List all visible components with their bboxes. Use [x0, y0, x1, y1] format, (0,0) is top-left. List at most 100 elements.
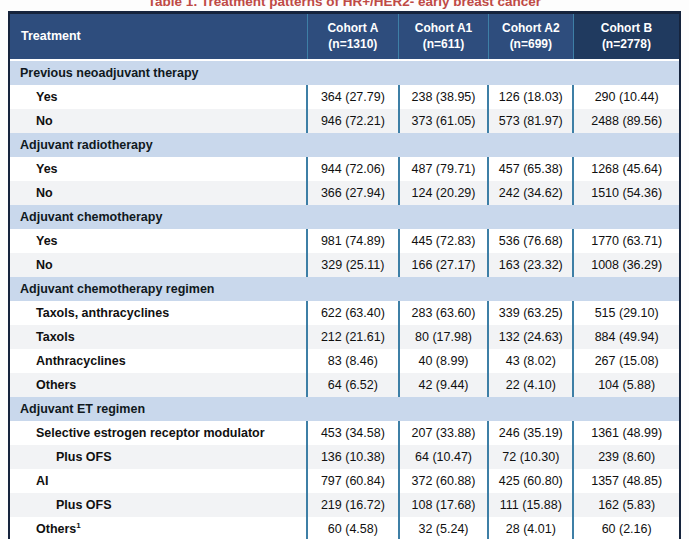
value-cell: 329 (25.11): [307, 253, 399, 277]
treatment-table: Treatment Cohort A (n=1310) Cohort A1 (n…: [8, 11, 681, 539]
value-cell: 1361 (48.99): [573, 421, 679, 445]
table-title-clip: Table 1. Treatment patterns of HR+/HER2-…: [8, 0, 681, 11]
value-cell: 283 (63.60): [399, 301, 489, 325]
value-cell: 1008 (36.29): [573, 253, 679, 277]
row-label-text: Selective estrogen receptor modulator: [36, 426, 265, 440]
row-label: Plus OFS: [10, 493, 307, 517]
row-label: Selective estrogen receptor modulator: [10, 421, 307, 445]
value-cell: 573 (81.97): [488, 109, 573, 133]
section-row: Adjuvant radiotherapy: [10, 133, 679, 157]
table-row: Yes944 (72.06)487 (79.71)457 (65.38)1268…: [10, 157, 679, 181]
row-label-text: Taxols, anthracyclines: [36, 306, 169, 320]
value-cell: 246 (35.19): [488, 421, 573, 445]
table-row: AI 797 (60.84)372 (60.88)425 (60.80)1357 …: [10, 469, 679, 493]
table-title: Table 1. Treatment patterns of HR+/HER2-…: [8, 0, 681, 9]
cohort-name: Cohort A: [308, 21, 399, 37]
row-label-text: Yes: [36, 90, 58, 104]
row-label-text: Plus OFS: [56, 498, 112, 512]
section-label: Adjuvant chemotherapy regimen: [10, 277, 679, 301]
value-cell: 366 (27.94): [307, 181, 399, 205]
value-cell: 445 (72.83): [399, 229, 489, 253]
cohort-name: Cohort A1: [399, 21, 488, 37]
row-label: Yes: [10, 157, 307, 181]
row-label-superscript: 1: [76, 521, 80, 530]
row-label: No: [10, 109, 307, 133]
value-cell: 515 (29.10): [573, 301, 679, 325]
cohort-n: (n=699): [489, 37, 573, 53]
value-cell: 163 (23.32): [488, 253, 573, 277]
row-label: Taxols, anthracyclines: [10, 301, 307, 325]
value-cell: 40 (8.99): [399, 349, 489, 373]
value-cell: 453 (34.58): [307, 421, 399, 445]
page: Table 1. Treatment patterns of HR+/HER2-…: [0, 0, 689, 539]
row-label-text: Anthracyclines: [36, 354, 126, 368]
row-label-text: Taxols: [36, 330, 75, 344]
value-cell: 487 (79.71): [399, 157, 489, 181]
column-header-cohort-b: Cohort B (n=2778): [573, 14, 679, 60]
value-cell: 28 (4.01): [488, 517, 573, 539]
table-row: Others160 (4.58)32 (5.24)28 (4.01)60 (2.…: [10, 517, 679, 539]
row-label: No: [10, 181, 307, 205]
row-label-text: Plus OFS: [56, 450, 112, 464]
section-label: Previous neoadjuvant therapy: [10, 60, 679, 85]
table-row: No329 (25.11)166 (27.17)163 (23.32)1008 …: [10, 253, 679, 277]
value-cell: 290 (10.44): [573, 85, 679, 109]
value-cell: 32 (5.24): [399, 517, 489, 539]
value-cell: 124 (20.29): [399, 181, 489, 205]
value-cell: 162 (5.83): [573, 493, 679, 517]
value-cell: 212 (21.61): [307, 325, 399, 349]
value-cell: 136 (10.38): [307, 445, 399, 469]
value-cell: 339 (63.25): [488, 301, 573, 325]
value-cell: 64 (10.47): [399, 445, 489, 469]
section-label: Adjuvant ET regimen: [10, 397, 679, 421]
row-label-text: Others: [36, 378, 76, 392]
table-row: Taxols212 (21.61)80 (17.98)132 (24.63)88…: [10, 325, 679, 349]
section-label: Adjuvant chemotherapy: [10, 205, 679, 229]
row-label-text: AI: [36, 474, 49, 488]
row-label: Others: [10, 373, 307, 397]
table-row: Anthracyclines83 (8.46)40 (8.99)43 (8.02…: [10, 349, 679, 373]
value-cell: 1357 (48.85): [573, 469, 679, 493]
value-cell: 111 (15.88): [488, 493, 573, 517]
value-cell: 372 (60.88): [399, 469, 489, 493]
value-cell: 797 (60.84): [307, 469, 399, 493]
section-row: Previous neoadjuvant therapy: [10, 60, 679, 85]
value-cell: 64 (6.52): [307, 373, 399, 397]
table-row: Yes981 (74.89)445 (72.83)536 (76.68)1770…: [10, 229, 679, 253]
value-cell: 1510 (54.36): [573, 181, 679, 205]
row-label-text: Yes: [36, 162, 58, 176]
value-cell: 622 (63.40): [307, 301, 399, 325]
value-cell: 884 (49.94): [573, 325, 679, 349]
table-row: Plus OFS219 (16.72)108 (17.68)111 (15.88…: [10, 493, 679, 517]
table-row: Plus OFS136 (10.38)64 (10.47)72 (10.30)2…: [10, 445, 679, 469]
treatment-table-grid: Treatment Cohort A (n=1310) Cohort A1 (n…: [10, 14, 679, 539]
table-row: Selective estrogen receptor modulator 453…: [10, 421, 679, 445]
value-cell: 72 (10.30): [488, 445, 573, 469]
value-cell: 944 (72.06): [307, 157, 399, 181]
value-cell: 2488 (89.56): [573, 109, 679, 133]
value-cell: 457 (65.38): [488, 157, 573, 181]
row-label-text: Yes: [36, 234, 58, 248]
column-header-cohort-a2: Cohort A2 (n=699): [488, 14, 573, 60]
cohort-n: (n=2778): [574, 37, 679, 53]
row-label: Anthracyclines: [10, 349, 307, 373]
row-label: AI: [10, 469, 307, 493]
value-cell: 166 (27.17): [399, 253, 489, 277]
row-label-text: No: [36, 114, 53, 128]
value-cell: 373 (61.05): [399, 109, 489, 133]
section-row: Adjuvant chemotherapy: [10, 205, 679, 229]
cohort-name: Cohort B: [574, 21, 679, 37]
row-label: Yes: [10, 229, 307, 253]
cohort-n: (n=611): [399, 37, 488, 53]
cohort-n: (n=1310): [308, 37, 399, 53]
cohort-name: Cohort A2: [489, 21, 573, 37]
value-cell: 83 (8.46): [307, 349, 399, 373]
table-row: No 946 (72.21)373 (61.05)573 (81.97)2488 …: [10, 109, 679, 133]
row-label: Plus OFS: [10, 445, 307, 469]
value-cell: 536 (76.68): [488, 229, 573, 253]
table-row: Others64 (6.52)42 (9.44)22 (4.10)104 (5.…: [10, 373, 679, 397]
value-cell: 60 (4.58): [307, 517, 399, 539]
section-label: Adjuvant radiotherapy: [10, 133, 679, 157]
value-cell: 425 (60.80): [488, 469, 573, 493]
value-cell: 946 (72.21): [307, 109, 399, 133]
